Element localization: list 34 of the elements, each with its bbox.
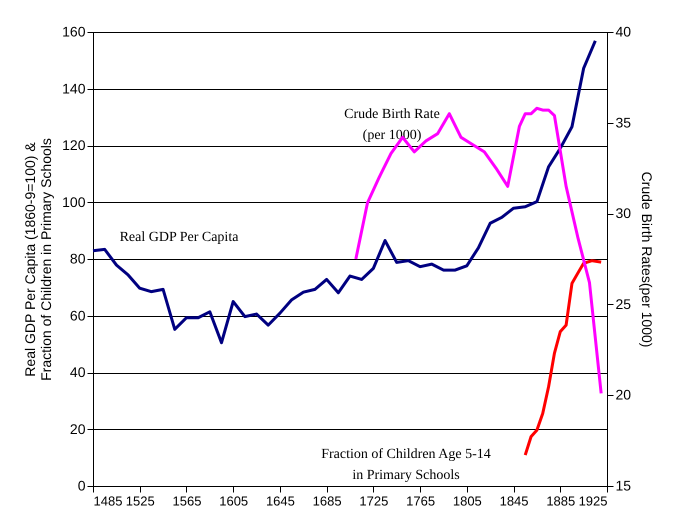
y2-tick-label: 40 [616,24,632,40]
x-tick-label: 1725 [359,494,388,508]
y2-tick-label: 15 [616,478,632,494]
x-tick-label: 1925 [578,494,608,508]
y-tick-label: 160 [62,24,86,40]
annotation: Fraction of Children Age 5-14 in Primary Schools [321,447,491,483]
y-tick-label: 80 [70,250,86,266]
x-tick-label: 1685 [312,494,342,508]
y-axis-title: Real GDP Per Capita (1860-9=100) & Fraction of Children in Primary Schools [22,138,54,381]
x-tick-label: 1565 [172,494,202,508]
y-tick-label: 60 [70,307,86,324]
x-tick-label: 1645 [266,494,295,508]
x-tick-label: 1845 [500,494,529,508]
x-tick-label: 1485 [94,494,122,508]
y2-tick-label: 30 [616,205,632,222]
annotation: Real GDP Per Capita [120,230,240,245]
y-tick-label: 100 [62,194,86,210]
y-tick-label: 20 [70,420,86,437]
y2-tick-label: 25 [616,296,632,312]
x-tick-label: 1605 [219,494,248,508]
x-tick-label: 1525 [126,494,155,508]
y-tick-label: 120 [62,137,86,153]
y-tick-label: 0 [78,478,86,494]
x-tick-label: 1805 [452,494,482,508]
y2-tick-label: 20 [616,386,632,403]
y2-axis-title: Crude Birth Rates(per 1000) [639,172,656,348]
annotation: Crude Birth Rate (per 1000) [344,107,440,143]
y2-tick-label: 35 [616,114,632,130]
x-tick-label: 1885 [546,494,576,508]
line-series [524,259,603,457]
line-series [92,39,597,344]
y-tick-label: 40 [70,364,86,380]
x-tick-label: 1765 [406,494,436,508]
y-tick-label: 140 [62,80,86,96]
